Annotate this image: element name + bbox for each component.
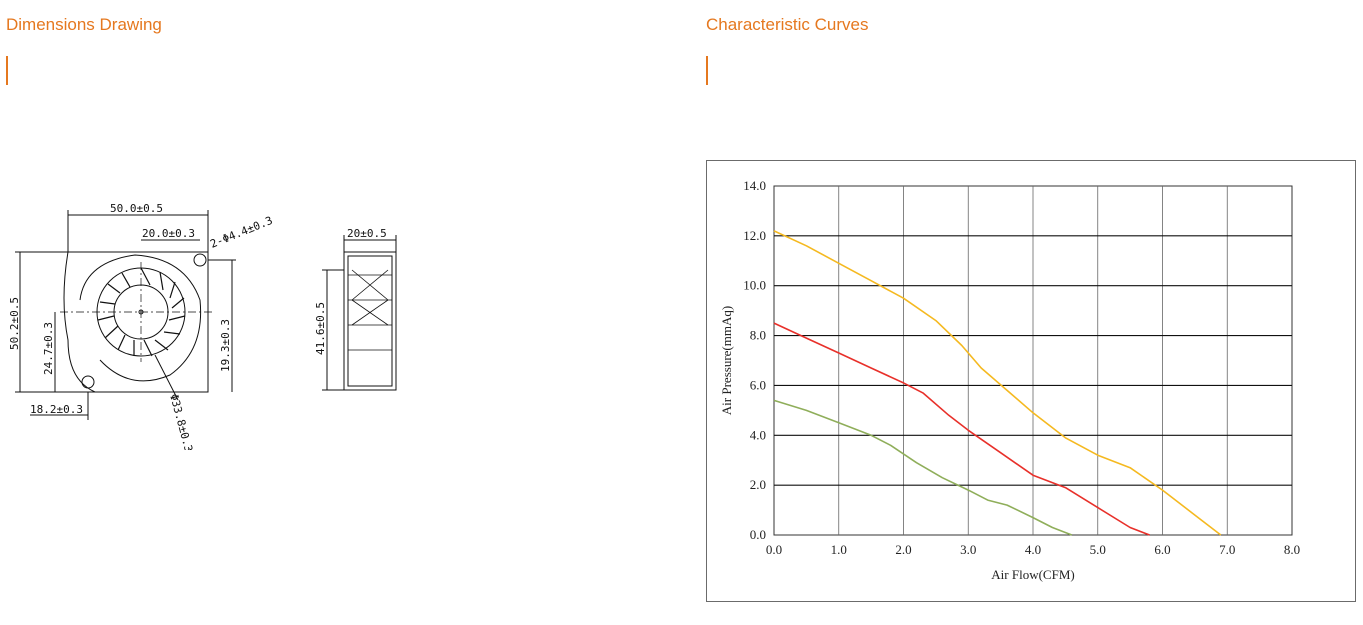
mount-hole — [81, 375, 95, 389]
fan-housing-outline — [63, 251, 209, 393]
chart-svg: 0.0 1.0 2.0 3.0 4.0 5.0 6.0 7.0 8.0 0.0 2.0 4.0 6.0 8… — [719, 178, 1300, 582]
x-tick-label: 1.0 — [831, 542, 847, 557]
side-view-outline — [343, 251, 397, 391]
dim-width-label: 50.0±0.5 — [110, 202, 163, 215]
y-tick-label: 14.0 — [743, 178, 766, 193]
x-tick-label: 3.0 — [960, 542, 976, 557]
mount-hole — [193, 253, 207, 267]
y-tick-label: 8.0 — [750, 328, 766, 343]
dimensions-drawing-title: Dimensions Drawing — [6, 15, 162, 34]
x-tick-label: 5.0 — [1090, 542, 1106, 557]
accent-bar — [706, 56, 708, 85]
y-tick-label: 0.0 — [750, 527, 766, 542]
x-tick-label: 7.0 — [1219, 542, 1235, 557]
side-height-label: 41.6±0.5 — [314, 302, 327, 355]
characteristic-curves-title: Characteristic Curves — [706, 15, 869, 34]
y-tick-label: 2.0 — [750, 477, 766, 492]
series-line-1 — [773, 230, 1222, 536]
series-line-3 — [773, 399, 1073, 536]
series-line-2 — [773, 322, 1150, 536]
dim-right-mid-label: 19.3±0.3 — [219, 319, 232, 372]
y-tick-label: 6.0 — [750, 377, 766, 392]
y-tick-label: 12.0 — [743, 228, 766, 243]
x-tick-label: 2.0 — [895, 542, 911, 557]
dim-height-label: 50.2±0.5 — [8, 297, 21, 350]
dim-bottom-label: 18.2±0.3 — [30, 403, 83, 416]
x-tick-label: 0.0 — [766, 542, 782, 557]
characteristic-curves-chart: 0.0 1.0 2.0 3.0 4.0 5.0 6.0 7.0 8.0 0.0 2.0 4.0 6.0 8… — [706, 160, 1356, 602]
x-tick-label: 8.0 — [1284, 542, 1300, 557]
dim-hub-label: 20.0±0.3 — [142, 227, 195, 240]
y-tick-label: 10.0 — [743, 278, 766, 293]
dim-left-mid-label: 24.7±0.3 — [42, 322, 55, 375]
dim-diameter-label: Φ33.8±0.3 — [167, 392, 195, 450]
y-tick-label: 4.0 — [750, 427, 766, 442]
dimensions-drawing: 50.0±0.5 20.0±0.3 2-Φ4.4±0.3 50.2±0.5 24… — [8, 202, 397, 450]
accent-bar — [6, 56, 8, 85]
x-tick-label: 4.0 — [1025, 542, 1041, 557]
side-width-label: 20±0.5 — [347, 227, 387, 240]
x-axis-label: Air Flow(CFM) — [991, 567, 1074, 582]
dim-hole-label: 2-Φ4.4±0.3 — [208, 214, 274, 251]
y-axis-label: Air Pressure(mmAq) — [719, 306, 734, 415]
x-tick-label: 6.0 — [1154, 542, 1170, 557]
